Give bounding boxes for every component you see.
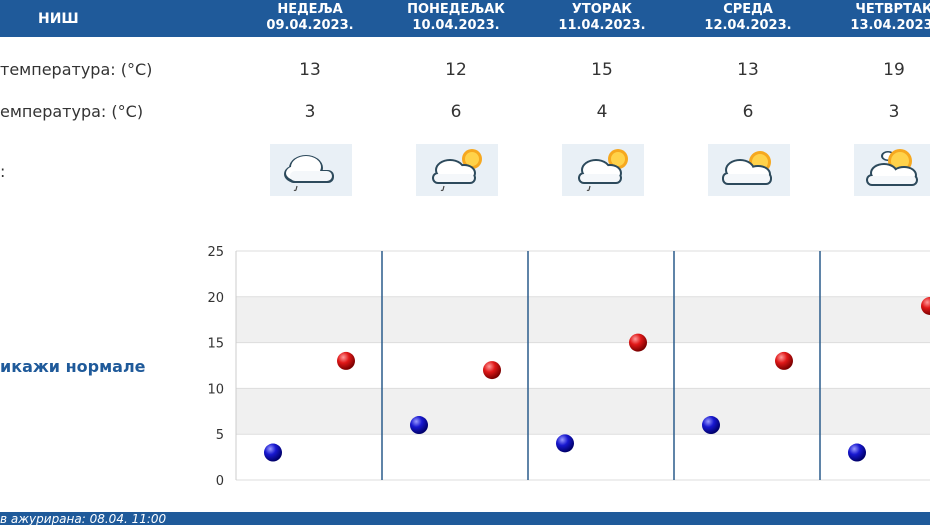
min-temp-point (410, 416, 428, 435)
max-temp-value: 13 (299, 60, 321, 80)
day-header-5: ЧЕТВРТАК 13.04.2023. (824, 2, 930, 34)
day-date: 09.04.2023. (266, 18, 354, 33)
city-name: НИШ (38, 11, 79, 27)
day-date: 12.04.2023. (704, 18, 792, 33)
forecast-header: НИШ НЕДЕЉА 09.04.2023. ПОНЕДЕЉАК 10.04.202… (0, 0, 930, 37)
max-temp-point (921, 296, 930, 315)
weather-icon-label: : (0, 162, 6, 181)
day-name: УТОРАК (571, 2, 633, 17)
y-tick-label: 20 (207, 291, 224, 306)
min-temp-point (848, 443, 866, 462)
min-temp-value: 6 (742, 102, 754, 122)
min-temp-label: емпература: (°C) (0, 102, 144, 121)
max-temp-point (337, 351, 355, 370)
day-header-1: НЕДЕЉА 09.04.2023. (240, 2, 380, 34)
sun-cloud-icon (854, 144, 930, 196)
max-temp-value: 12 (445, 60, 467, 80)
max-temp-label: температура: (°C) (0, 60, 153, 79)
y-tick-label: 0 (216, 474, 224, 489)
day-date: 13.04.2023. (850, 18, 930, 33)
min-temp-value: 3 (304, 102, 316, 122)
min-temp-point (702, 416, 720, 435)
grid-band (236, 296, 930, 343)
show-normals-toggle[interactable]: икажи нормале (0, 357, 146, 376)
footer-bar: в ажурирана: 08.04. 11:00 (0, 512, 930, 526)
partly-sunny-icon (708, 144, 790, 196)
y-tick-label: 25 (207, 245, 224, 260)
last-updated-text: в ажурирана: 08.04. 11:00 (0, 512, 167, 526)
day-header-3: УТОРАК 11.04.2023. (532, 2, 672, 34)
max-temp-value: 13 (737, 60, 759, 80)
min-temp-point (264, 443, 282, 462)
cloud-rain-icon (270, 144, 352, 196)
max-temp-point (483, 361, 501, 380)
max-temp-point (629, 333, 647, 352)
min-temp-value: 3 (888, 102, 900, 122)
min-temp-point (556, 434, 574, 453)
y-tick-label: 10 (207, 382, 224, 397)
day-name: НЕДЕЉА (277, 2, 343, 17)
max-temp-point (775, 351, 793, 370)
grid-band (236, 388, 930, 435)
min-temp-value: 6 (450, 102, 462, 122)
day-name: ЧЕТВРТАК (855, 2, 930, 17)
max-temp-value: 19 (883, 60, 905, 80)
day-header-2: ПОНЕДЕЉАК 10.04.2023. (386, 2, 526, 34)
min-temp-value: 4 (596, 102, 608, 122)
partly-sunny-rain-icon (562, 144, 644, 196)
day-name: СРЕДА (723, 2, 773, 17)
y-tick-label: 15 (207, 337, 224, 352)
day-date: 11.04.2023. (558, 18, 646, 33)
partly-sunny-rain-icon (416, 144, 498, 196)
day-name: ПОНЕДЕЉАК (407, 2, 505, 17)
y-tick-label: 5 (216, 428, 224, 443)
max-temp-value: 15 (591, 60, 613, 80)
day-date: 10.04.2023. (412, 18, 500, 33)
day-header-4: СРЕДА 12.04.2023. (678, 2, 818, 34)
